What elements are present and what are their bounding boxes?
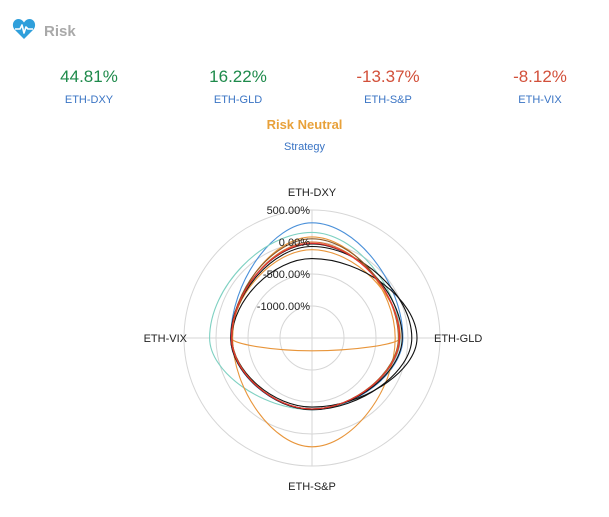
- metric-eth-gld: 16.22% ETH-GLD: [163, 66, 313, 106]
- metric-label: ETH-VIX: [518, 94, 562, 106]
- axis-label-3: ETH-VIX: [144, 333, 188, 345]
- strategy-block: Risk Neutral Strategy: [0, 117, 609, 153]
- radial-tick-label: -1000.00%: [257, 301, 310, 313]
- metric-label: ETH-DXY: [64, 94, 114, 106]
- metric-label: ETH-GLD: [213, 94, 263, 106]
- series-line-9: [230, 242, 401, 410]
- strategy-caption: Strategy: [284, 141, 325, 153]
- radar-series: [209, 222, 418, 448]
- metric-value: 16.22%: [209, 67, 267, 86]
- panel-title: Risk: [44, 22, 76, 40]
- radial-tick-label: 0.00%: [279, 237, 310, 249]
- series-line-5: [231, 258, 418, 408]
- metric-eth-dxy: 44.81% ETH-DXY: [14, 66, 164, 106]
- radar-grid: [183, 209, 441, 467]
- radar-tick-labels: 500.00% 0.00% -500.00% -1000.00%: [257, 205, 310, 313]
- strategy-name: Risk Neutral: [266, 117, 343, 132]
- series-line-3: [230, 249, 401, 352]
- panel-header: Risk: [12, 14, 76, 44]
- metric-value: -8.12%: [513, 67, 567, 86]
- axis-label-1: ETH-GLD: [434, 333, 482, 345]
- axis-label-2: ETH-S&P: [288, 481, 336, 493]
- metric-eth-sp: -13.37% ETH-S&P: [313, 66, 463, 106]
- heartbeat-icon: [12, 19, 36, 39]
- radial-tick-label: 500.00%: [267, 205, 311, 217]
- axis-label-0: ETH-DXY: [288, 187, 337, 199]
- radial-tick-label: -500.00%: [263, 269, 310, 281]
- metric-label: ETH-S&P: [364, 94, 412, 106]
- metric-eth-vix: -8.12% ETH-VIX: [465, 66, 609, 106]
- metric-value: 44.81%: [60, 67, 118, 86]
- radar-axis-labels: ETH-DXY ETH-GLD ETH-S&P ETH-VIX: [144, 187, 483, 493]
- metric-value: -13.37%: [356, 67, 420, 86]
